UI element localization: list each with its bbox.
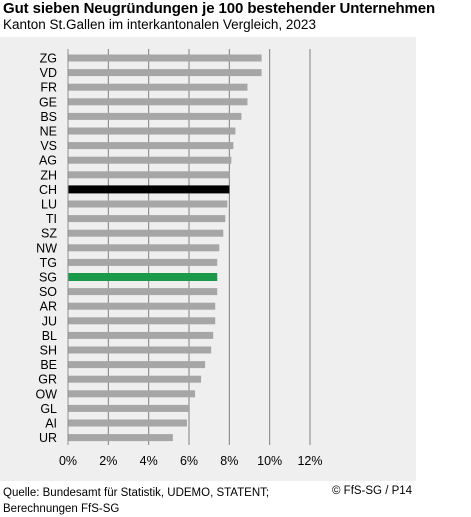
bar-zh: [68, 171, 230, 179]
category-label: FR: [40, 81, 57, 95]
chart-subtitle: Kanton St.Gallen im interkantonalen Verg…: [3, 17, 316, 32]
category-label: OW: [35, 387, 57, 401]
category-label: AG: [39, 154, 57, 168]
bar-ch: [68, 185, 230, 194]
category-label: SH: [40, 344, 57, 358]
bar-sz: [68, 229, 224, 237]
bar-zg: [68, 54, 262, 62]
x-tick-label: 12%: [297, 454, 322, 468]
bar-bs: [68, 112, 242, 120]
bar-nw: [68, 244, 220, 252]
category-label: SO: [39, 285, 57, 299]
category-label: BE: [40, 358, 57, 372]
bar-so: [68, 288, 218, 296]
category-label: AI: [45, 417, 57, 431]
category-label: SG: [39, 271, 57, 285]
bar-fr: [68, 83, 248, 91]
category-label: AR: [40, 300, 57, 314]
source-line-2: Berechnungen FfS-SG: [3, 503, 120, 515]
bar-ju: [68, 317, 216, 325]
x-tick-label: 2%: [99, 454, 117, 468]
x-tick-label: 6%: [180, 454, 198, 468]
bar-lu: [68, 200, 228, 208]
category-label: NW: [36, 241, 57, 255]
category-label: GE: [39, 95, 57, 109]
bar-sg: [68, 273, 218, 281]
category-label: CH: [39, 183, 57, 197]
category-label: TG: [40, 256, 57, 270]
bar-ge: [68, 98, 248, 106]
bar-vs: [68, 142, 234, 150]
bar-ti: [68, 215, 226, 223]
category-label: ZH: [40, 168, 57, 182]
copyright-note: © FfS-SG / P14: [332, 485, 413, 497]
category-label: SZ: [41, 227, 57, 241]
bar-ow: [68, 390, 196, 398]
category-label: UR: [39, 431, 57, 445]
source-note: Quelle: Bundesamt für Statistik, UDEMO, …: [3, 485, 269, 517]
bar-ag: [68, 156, 232, 164]
category-label: GR: [38, 373, 57, 387]
category-label: NE: [40, 125, 57, 139]
x-tick-label: 10%: [257, 454, 282, 468]
x-tick-label: 4%: [140, 454, 158, 468]
bar-vd: [68, 69, 262, 77]
bar-gl: [68, 404, 189, 412]
bar-sh: [68, 346, 212, 354]
category-label: VS: [40, 139, 57, 153]
category-label: VD: [40, 66, 57, 80]
bar-ai: [68, 419, 187, 427]
category-label: BL: [42, 329, 57, 343]
bar-gr: [68, 375, 202, 383]
bar-tg: [68, 258, 218, 266]
category-label: JU: [42, 314, 57, 328]
x-tick-label: 0%: [59, 454, 77, 468]
chart-title: Gut sieben Neugründungen je 100 bestehen…: [3, 0, 436, 17]
bar-ne: [68, 127, 236, 135]
category-label: BS: [40, 110, 57, 124]
x-tick-label: 8%: [220, 454, 238, 468]
bar-ar: [68, 302, 216, 310]
bar-bl: [68, 331, 214, 339]
bar-ur: [68, 434, 173, 442]
category-label: LU: [41, 198, 57, 212]
category-label: TI: [46, 212, 57, 226]
source-line-1: Quelle: Bundesamt für Statistik, UDEMO, …: [3, 487, 270, 499]
category-label: GL: [40, 402, 57, 416]
category-label: ZG: [40, 52, 57, 66]
bar-be: [68, 361, 206, 369]
